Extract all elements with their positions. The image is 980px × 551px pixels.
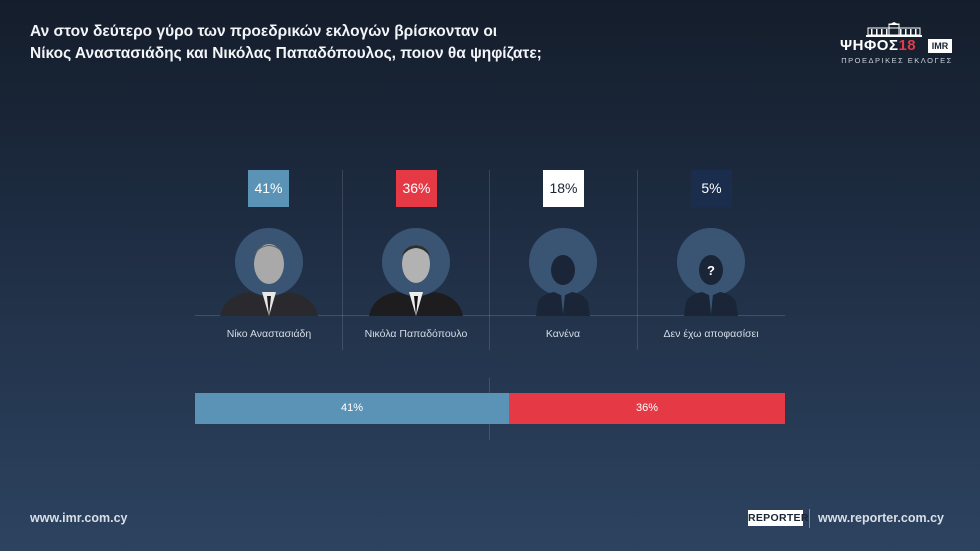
building-icon bbox=[866, 22, 922, 37]
person-unknown-icon: ? bbox=[677, 228, 745, 316]
reporter-logo: REPORTER bbox=[748, 510, 809, 526]
logo-word: ΨΗΦΟΣ18 bbox=[840, 37, 917, 54]
column-divider bbox=[637, 170, 638, 350]
label-anastasiadis: Νίκο Αναστασιάδη bbox=[226, 328, 312, 340]
title-line-1: Αν στον δεύτερο γύρο των προεδρικών εκλο… bbox=[30, 23, 498, 40]
label-none: Κανένα bbox=[545, 328, 581, 340]
psifos18-logo: ΨΗΦΟΣ18 IMR ΠΡΟΕΔΡΙΚΕΣ ΕΚΛΟΓΕΣ bbox=[838, 20, 956, 66]
bar-segment-anastasiadis: 41% bbox=[195, 393, 509, 424]
column-divider bbox=[342, 170, 343, 350]
label-papadopoulos: Νικόλα Παπαδόπουλο bbox=[364, 328, 468, 340]
logo-subtitle: ΠΡΟΕΔΡΙΚΕΣ ΕΚΛΟΓΕΣ bbox=[841, 56, 953, 65]
person-photo-icon bbox=[369, 228, 463, 316]
imr-website-link[interactable]: www.imr.com.cy bbox=[30, 511, 128, 525]
logo-number: 18 bbox=[898, 37, 917, 54]
imr-badge: IMR bbox=[928, 39, 952, 53]
person-silhouette-icon bbox=[529, 228, 597, 316]
baseline-line bbox=[195, 315, 785, 316]
stacked-bar: 41% 36% bbox=[195, 393, 785, 424]
badge-anastasiadis: 41% bbox=[248, 170, 289, 207]
question-mark: ? bbox=[707, 263, 715, 278]
chart-title: Αν στον δεύτερο γύρο των προεδρικών εκλο… bbox=[30, 21, 730, 65]
badge-undecided: 5% bbox=[691, 170, 732, 207]
person-photo-icon bbox=[220, 228, 318, 316]
badge-papadopoulos: 36% bbox=[396, 170, 437, 207]
bar-segment-papadopoulos: 36% bbox=[509, 393, 785, 424]
column-divider bbox=[489, 170, 490, 350]
reporter-website-link[interactable]: www.reporter.com.cy bbox=[818, 511, 944, 525]
title-line-2: Νίκος Αναστασιάδης και Νικόλας Παπαδόπου… bbox=[30, 45, 542, 62]
footer-separator bbox=[809, 509, 810, 528]
label-undecided: Δεν έχω αποφασίσει bbox=[663, 328, 759, 340]
badge-none: 18% bbox=[543, 170, 584, 207]
